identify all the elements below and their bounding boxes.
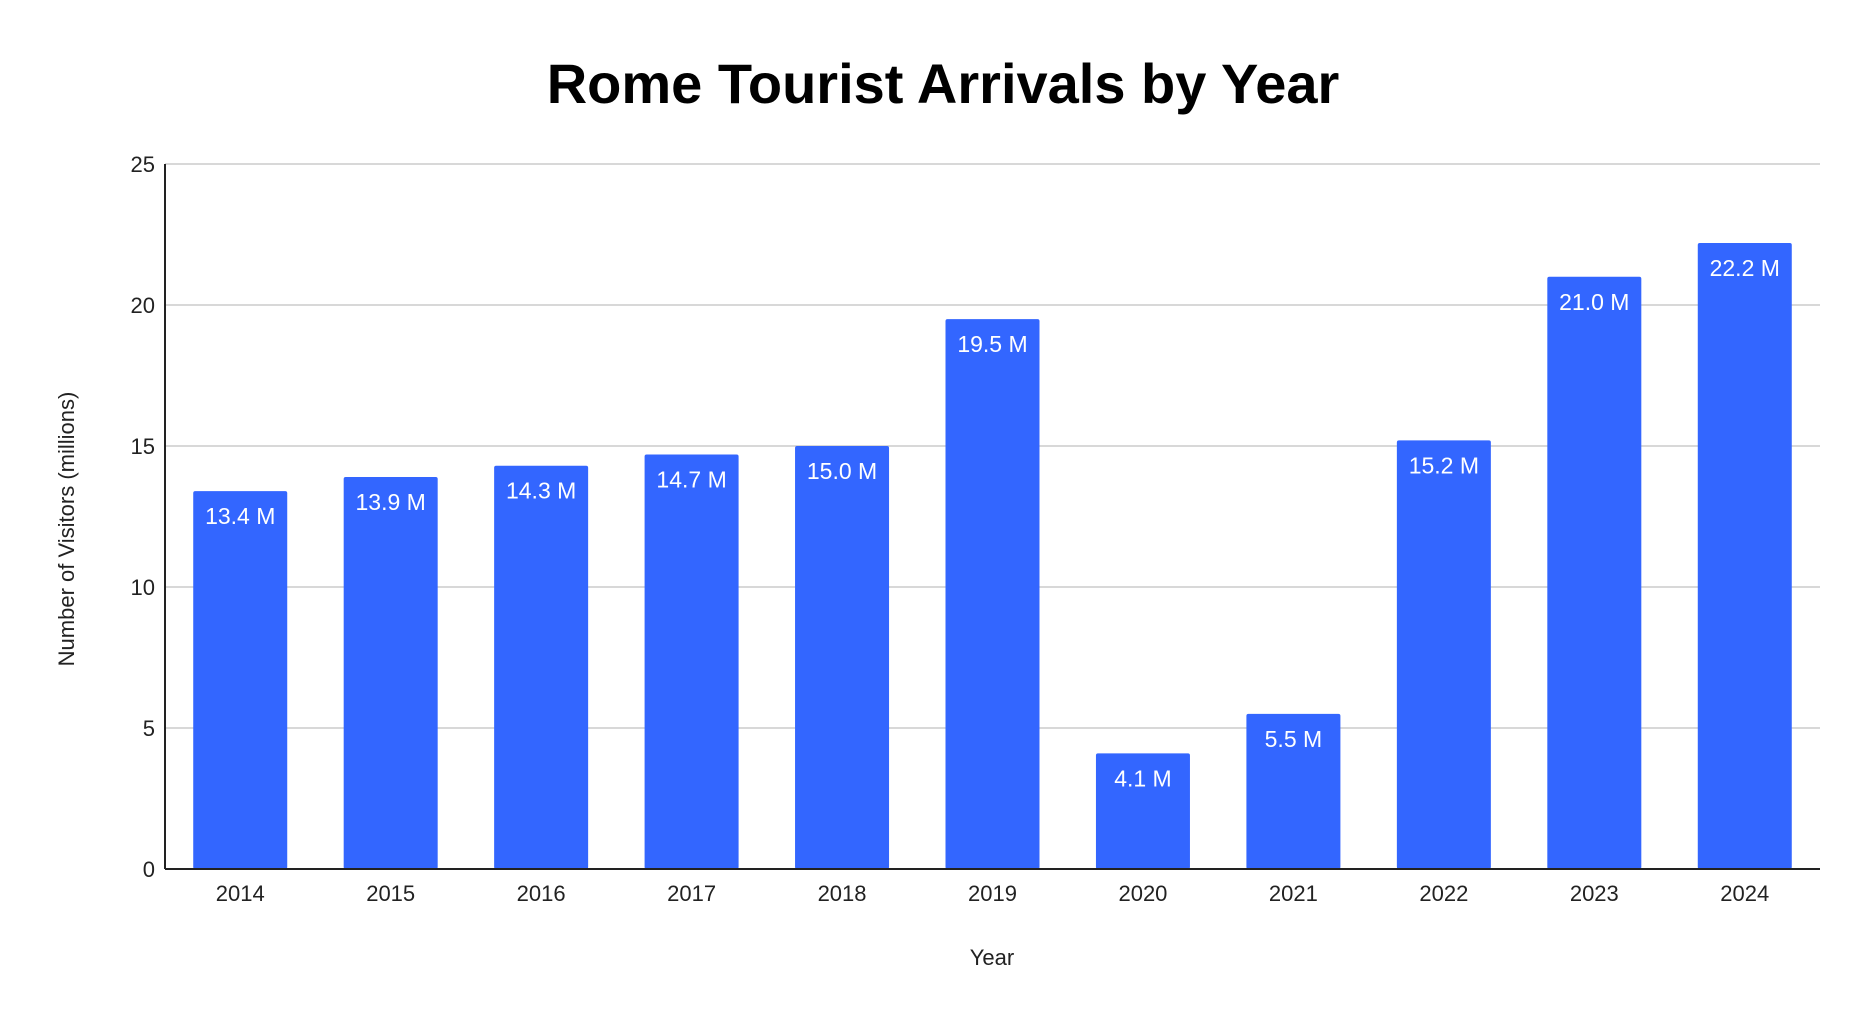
x-axis-ticks: 2014 2015 2016 2017 2018 2019 2020 2021 2022 2023… [216,881,1769,906]
x-tick-label-2024: 2024 [1720,881,1769,906]
data-label-2023: 21.0 M [1559,289,1629,315]
bar-2014 [193,491,288,869]
bar-2021 [1246,713,1341,869]
y-tick-label: 15 [131,434,155,459]
y-tick-label: 25 [131,152,155,177]
data-label-2021: 5.5 M [1265,726,1323,752]
x-tick-label-2015: 2015 [366,881,415,906]
y-tick-label: 20 [131,293,155,318]
bar-2019 [945,319,1040,870]
y-tick-label: 10 [131,575,155,600]
x-tick-label-2022: 2022 [1419,881,1468,906]
x-tick-label-2018: 2018 [818,881,867,906]
bar-2016 [494,465,589,869]
data-label-2014: 13.4 M [205,503,275,529]
data-label-2016: 14.3 M [506,478,576,504]
data-label-2018: 15.0 M [807,458,877,484]
x-tick-label-2023: 2023 [1570,881,1619,906]
x-axis-title: Year [970,945,1014,970]
x-tick-label-2021: 2021 [1269,881,1318,906]
x-tick-label-2017: 2017 [667,881,716,906]
y-tick-label: 0 [143,857,155,882]
y-axis-title: Number of Visitors (millions) [54,392,79,667]
x-tick-label-2016: 2016 [517,881,566,906]
bars [193,242,1792,870]
y-axis-ticks: 0 5 10 15 20 25 [131,152,155,882]
data-label-2017: 14.7 M [656,466,726,492]
data-label-2015: 13.9 M [356,489,426,515]
chart-title: Rome Tourist Arrivals by Year [547,52,1340,115]
data-label-2019: 19.5 M [957,331,1027,357]
data-label-2020: 4.1 M [1114,765,1172,791]
x-tick-label-2019: 2019 [968,881,1017,906]
bar-2020 [1095,753,1190,869]
data-label-2024: 22.2 M [1710,255,1780,281]
x-tick-label-2020: 2020 [1118,881,1167,906]
y-tick-label: 5 [143,716,155,741]
bar-2015 [343,477,438,869]
bar-2018 [795,446,890,869]
x-tick-label-2014: 2014 [216,881,265,906]
data-labels: 13.4 M 13.9 M 14.3 M 14.7 M 15.0 M 19.5 M 4.1 … [205,255,1780,791]
data-label-2022: 15.2 M [1409,452,1479,478]
bar-2024 [1697,242,1792,869]
bar-2022 [1396,440,1491,869]
bar-2017 [644,454,739,869]
bar-2023 [1547,276,1642,869]
